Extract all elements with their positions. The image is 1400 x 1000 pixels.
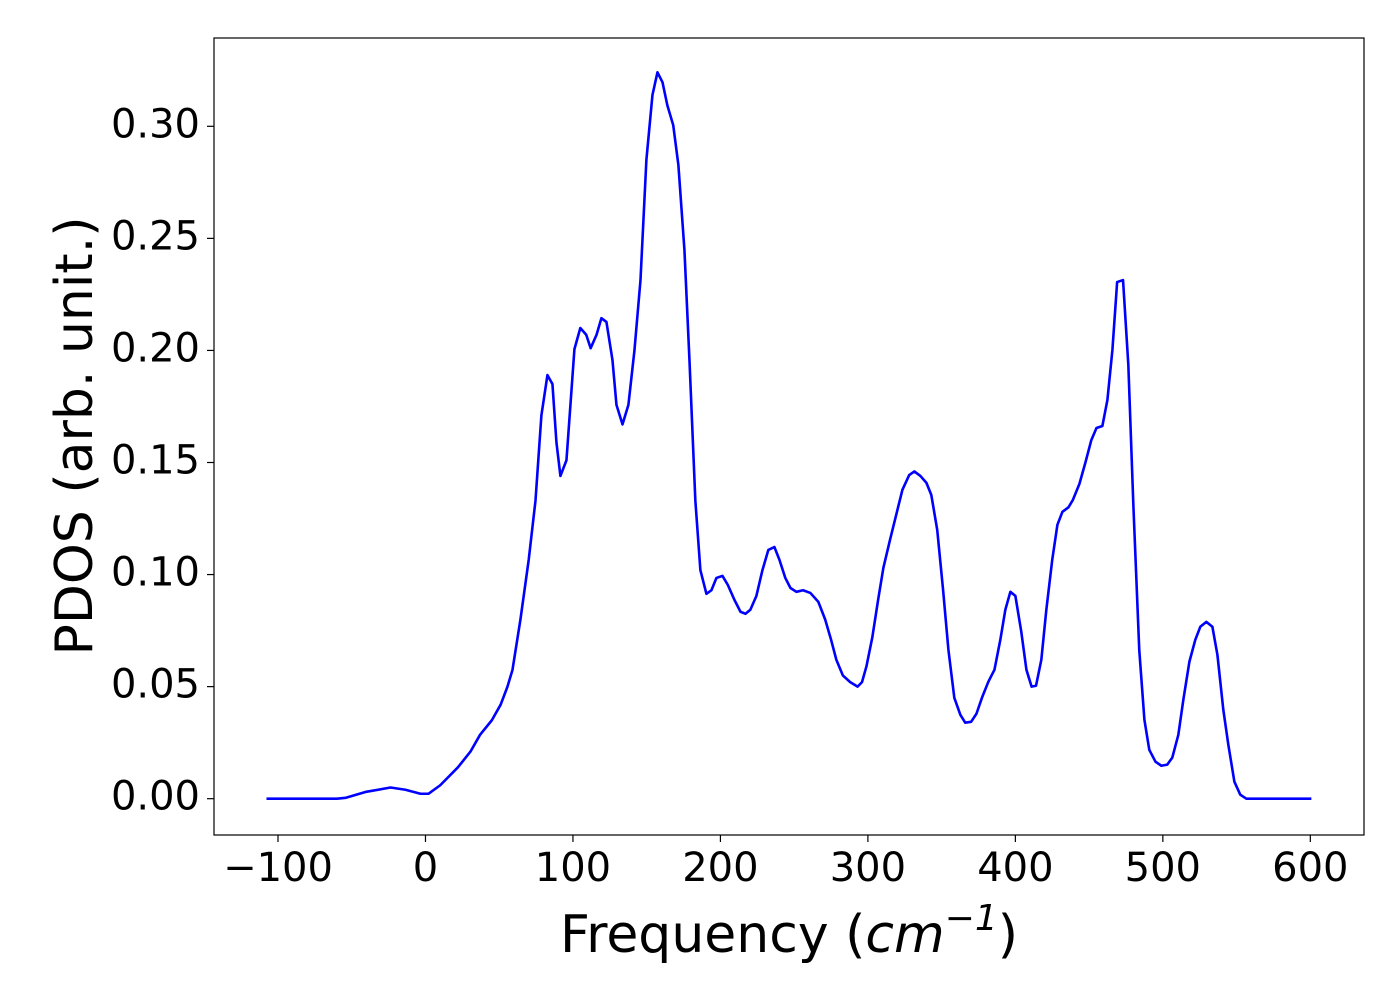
x-tick-label: 200 (682, 845, 758, 891)
y-tick-label: 0.00 (111, 774, 200, 820)
x-tick-label: 100 (535, 845, 611, 891)
x-axis-label-exponent: −1 (945, 898, 998, 939)
x-axis-label-text: Frequency ( (560, 905, 865, 965)
y-axis-label: PDOS (arb. unit.) (45, 216, 105, 655)
x-axis-label: Frequency (cm−1) (560, 898, 1018, 965)
y-tick-label: 0.30 (111, 101, 200, 147)
y-tick-label: 0.05 (111, 662, 200, 708)
x-axis-label-close: ) (998, 905, 1018, 965)
x-tick-label: −100 (223, 845, 333, 891)
x-tick-label: 500 (1125, 845, 1201, 891)
y-tick-label: 0.10 (111, 550, 200, 596)
x-tick-label: 600 (1272, 845, 1348, 891)
x-tick-label: 400 (977, 845, 1053, 891)
y-tick-label: 0.20 (111, 325, 200, 371)
x-tick-label: 0 (413, 845, 438, 891)
x-axis-label-unit: cm (865, 905, 944, 965)
x-tick-label: 300 (830, 845, 906, 891)
plot-frame (213, 37, 1365, 836)
y-tick-label: 0.25 (111, 213, 200, 259)
y-tick-label: 0.15 (111, 437, 200, 483)
data-line (266, 70, 1312, 800)
